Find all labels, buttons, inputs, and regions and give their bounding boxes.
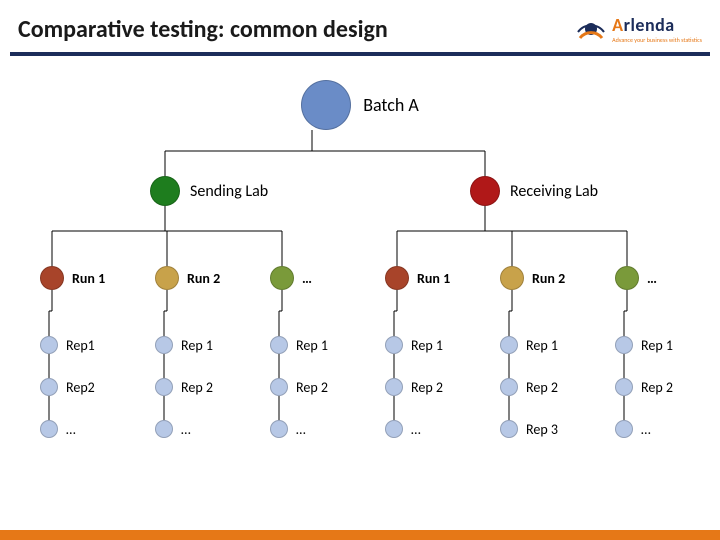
rep-circle [500,336,518,354]
rep-column: Rep1 Rep2 … [40,336,150,462]
rep-circle [270,420,288,438]
batch-circle [301,80,351,130]
diagram: Batch A Sending Lab Receiving Lab Run 1R… [0,56,720,530]
rep-label: Rep 3 [526,421,558,438]
rep-label: Rep 2 [296,379,328,396]
brand-tagline: Advance your business with statistics [612,36,702,44]
rep-label: … [641,421,651,438]
rep-label: Rep 2 [641,379,673,396]
run-label: Run 1 [417,270,450,287]
rep-circle [615,378,633,396]
rep-label: … [411,421,421,438]
rep-circle [155,420,173,438]
rep-column: Rep 1 Rep 2 … [155,336,265,462]
rep-circle [155,336,173,354]
rep-label: Rep 1 [641,337,673,354]
rep-column: Rep 1 Rep 2 … [270,336,380,462]
brand-name: Arlenda [612,14,702,36]
rep-label: Rep1 [66,337,95,354]
rep-circle [500,420,518,438]
lab-label: Receiving Lab [510,182,598,201]
rep-label: Rep 2 [411,379,443,396]
run-circle [500,266,524,290]
rep-item: Rep 2 [500,378,610,396]
rep-circle [385,336,403,354]
rep-item: Rep 1 [385,336,495,354]
rep-item: … [155,420,265,438]
run-circle [155,266,179,290]
rep-label: … [296,421,306,438]
runs-row: Run 1 Run 2 … Run 1 Run 2 … [0,266,720,302]
rep-circle [270,378,288,396]
rep-circle [500,378,518,396]
batch-node: Batch A [0,80,720,130]
run-node: … [615,266,657,290]
run-circle [385,266,409,290]
run-label: Run 2 [532,270,565,287]
rep-label: Rep 1 [526,337,558,354]
rep-item: … [270,420,380,438]
labs-row: Sending Lab Receiving Lab [0,176,720,216]
rep-column: Rep 1 Rep 2 … [385,336,495,462]
rep-circle [40,420,58,438]
rep-item: Rep 2 [615,378,720,396]
rep-circle [155,378,173,396]
rep-item: Rep 2 [270,378,380,396]
run-label: … [647,270,657,287]
rep-circle [615,336,633,354]
footer-bar [0,530,720,540]
rep-label: Rep 2 [181,379,213,396]
run-circle [40,266,64,290]
rep-item: Rep 3 [500,420,610,438]
rep-item: Rep 1 [270,336,380,354]
rep-column: Rep 1 Rep 2 Rep 3 [500,336,610,462]
run-node: Run 2 [155,266,220,290]
rep-circle [40,378,58,396]
brand-mark [576,14,606,44]
rep-item: Rep2 [40,378,150,396]
brand-logo: Arlenda Advance your business with stati… [576,14,702,44]
run-node: Run 1 [385,266,450,290]
rep-circle [270,336,288,354]
lab-circle [150,176,180,206]
rep-label: Rep 1 [181,337,213,354]
run-node: Run 2 [500,266,565,290]
rep-item: Rep 1 [500,336,610,354]
rep-item: … [40,420,150,438]
rep-label: Rep 1 [411,337,443,354]
rep-label: Rep 2 [526,379,558,396]
run-circle [615,266,639,290]
rep-label: Rep2 [66,379,95,396]
rep-column: Rep 1 Rep 2 … [615,336,720,462]
run-label: … [302,270,312,287]
rep-item: … [385,420,495,438]
rep-label: … [181,421,191,438]
lab-label: Sending Lab [190,182,268,201]
rep-circle [385,378,403,396]
run-circle [270,266,294,290]
rep-item: Rep 1 [155,336,265,354]
page-title: Comparative testing: common design [18,15,388,44]
lab-circle [470,176,500,206]
lab-sending: Sending Lab [150,176,268,206]
rep-circle [40,336,58,354]
rep-label: … [66,421,76,438]
rep-circle [615,420,633,438]
rep-label: Rep 1 [296,337,328,354]
rep-item: Rep 2 [385,378,495,396]
run-label: Run 1 [72,270,105,287]
run-label: Run 2 [187,270,220,287]
lab-receiving: Receiving Lab [470,176,598,206]
run-node: … [270,266,312,290]
rep-item: Rep 1 [615,336,720,354]
rep-item: Rep1 [40,336,150,354]
batch-label: Batch A [363,94,419,116]
header: Comparative testing: common design Arlen… [0,0,720,52]
run-node: Run 1 [40,266,105,290]
rep-item: Rep 2 [155,378,265,396]
rep-circle [385,420,403,438]
rep-item: … [615,420,720,438]
